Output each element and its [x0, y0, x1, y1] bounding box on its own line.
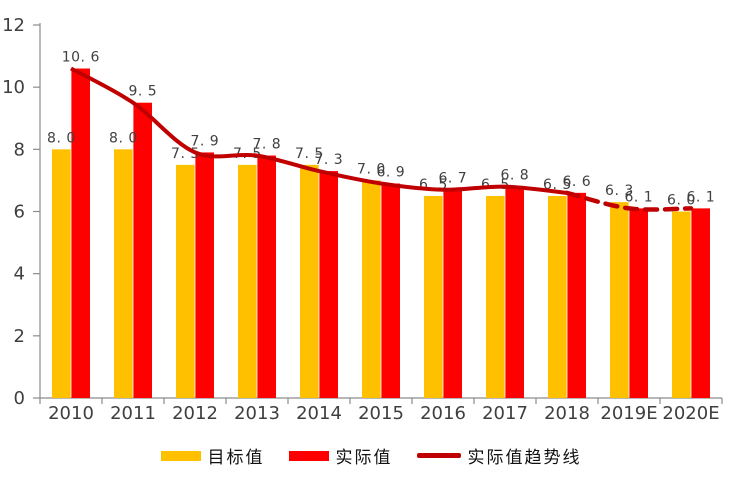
x-category-label: 2016	[420, 403, 466, 424]
data-label-actual-2019E: 6. 1	[624, 189, 653, 205]
y-tick-label: 4	[14, 264, 25, 285]
data-label-target-2020E: 6. 0	[667, 193, 696, 209]
legend-label-target: 目标值	[207, 448, 265, 468]
x-category-label: 2011	[110, 403, 156, 424]
bar-target-2013	[238, 164, 257, 398]
y-tick-label: 12	[2, 15, 25, 36]
data-label-actual-2018: 6. 6	[562, 174, 591, 190]
x-category-label: 2010	[48, 403, 94, 424]
legend-item-target: 目标值	[160, 443, 265, 468]
y-tick-label: 8	[14, 139, 25, 160]
data-label-target-2019E: 6. 3	[605, 183, 634, 199]
bar-target-2017	[486, 195, 505, 398]
bar-actual-2013	[257, 155, 276, 398]
bar-actual-2012	[195, 152, 214, 398]
bar-actual-2014	[319, 171, 338, 398]
x-category-label: 2020E	[662, 403, 719, 424]
x-category-label: 2012	[172, 403, 218, 424]
bar-actual-2020E	[691, 208, 710, 398]
trendline-solid	[70, 66, 568, 195]
y-tick-label: 2	[14, 326, 25, 347]
x-category-label: 2015	[358, 403, 404, 424]
chart-legend: 目标值 实际值 实际值趋势线	[0, 443, 742, 468]
data-label-target-2014: 7. 5	[295, 146, 324, 162]
plot-area: 0 2 4 6 8 10 12 2010 2011 2012 2013 2014 2015 2016 201…	[2, 15, 723, 424]
legend-swatch-target	[160, 450, 201, 461]
data-label-target-2015: 7. 0	[357, 161, 386, 177]
legend-swatch-trendline	[416, 453, 461, 458]
data-label-actual-2014: 7. 3	[314, 152, 343, 168]
data-label-target-2010: 8. 0	[47, 130, 76, 146]
x-category-label: 2019E	[600, 403, 657, 424]
data-label-actual-2010: 10. 6	[62, 50, 100, 66]
x-category-label: 2017	[482, 403, 528, 424]
y-tick-label: 0	[14, 388, 25, 409]
x-category-label: 2018	[544, 403, 590, 424]
bar-target-2012	[176, 164, 195, 398]
data-label-actual-2012: 7. 9	[190, 133, 219, 149]
legend-label-trendline: 实际值趋势线	[467, 448, 582, 468]
bar-actual-2010	[71, 68, 90, 399]
bar-target-2010	[52, 149, 71, 398]
legend-item-actual: 实际值	[288, 443, 393, 468]
bar-target-2019E	[610, 202, 629, 398]
data-label-actual-2015: 6. 9	[376, 165, 405, 181]
y-tick-label: 10	[2, 77, 25, 98]
bar-target-2018	[548, 195, 567, 398]
data-label-actual-2011: 9. 5	[128, 84, 157, 100]
data-label-actual-2013: 7. 8	[252, 137, 281, 153]
y-tick-label: 6	[14, 202, 25, 223]
bar-actual-2011	[133, 102, 152, 398]
data-label-actual-2020E: 6. 1	[686, 189, 715, 205]
bar-target-2015	[362, 180, 381, 398]
x-category-label: 2013	[234, 403, 280, 424]
bar-actual-2019E	[629, 208, 648, 398]
bar-actual-2018	[567, 192, 586, 398]
legend-label-actual: 实际值	[335, 448, 393, 468]
trendline-dashed	[564, 190, 694, 212]
bar-actual-2015	[381, 183, 400, 398]
data-label-target-2011: 8. 0	[109, 130, 138, 146]
legend-swatch-actual	[288, 450, 329, 461]
bar-target-2016	[424, 195, 443, 398]
bar-target-2011	[114, 149, 133, 398]
bar-target-2020E	[672, 211, 691, 398]
legend-item-trendline: 实际值趋势线	[416, 443, 582, 468]
bar-actual-2016	[443, 189, 462, 398]
x-category-label: 2014	[296, 403, 342, 424]
data-label-actual-2017: 6. 8	[500, 168, 529, 184]
bar-target-2014	[300, 164, 319, 398]
bar-actual-2017	[505, 186, 524, 398]
data-label-actual-2016: 6. 7	[438, 171, 467, 187]
